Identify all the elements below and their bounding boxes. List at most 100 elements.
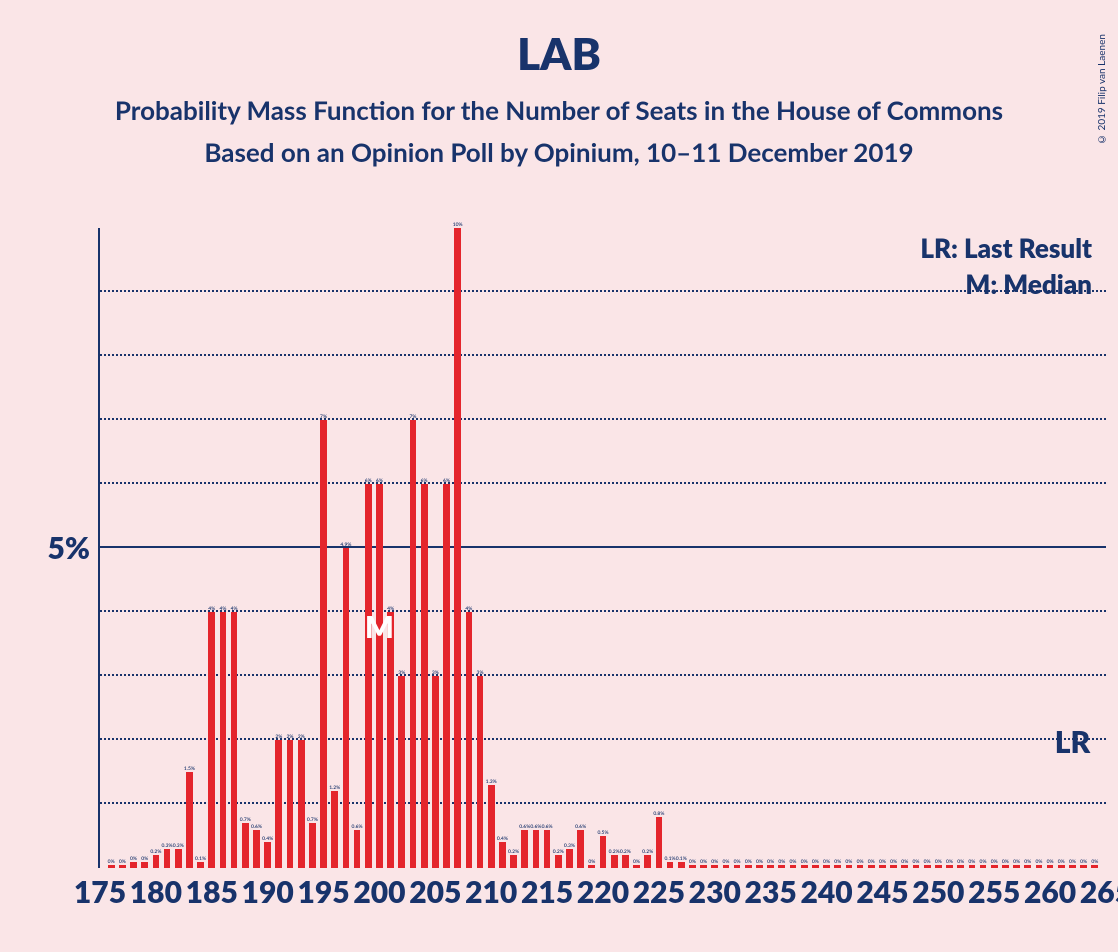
bar: 0% bbox=[734, 865, 741, 868]
bar-value-label: 0% bbox=[130, 856, 137, 862]
bar: 0% bbox=[711, 865, 718, 868]
bar: 0% bbox=[745, 865, 752, 868]
bar-value-label: 0% bbox=[1002, 859, 1009, 865]
bar-value-label: 0% bbox=[890, 859, 897, 865]
bar-value-label: 0.6% bbox=[519, 824, 530, 830]
bar-value-label: 0% bbox=[912, 859, 919, 865]
bar-value-label: 1.5% bbox=[184, 766, 195, 772]
bar-value-label: 0% bbox=[1013, 859, 1020, 865]
bar-value-label: 0% bbox=[946, 859, 953, 865]
bar-value-label: 3% bbox=[432, 670, 439, 676]
bar: 0% bbox=[1013, 865, 1020, 868]
bar-value-label: 0.3% bbox=[173, 843, 184, 849]
bar-value-label: 0% bbox=[689, 859, 696, 865]
bar-value-label: 0% bbox=[1058, 859, 1065, 865]
chart-subtitle-2: Based on an Opinion Poll by Opinium, 10–… bbox=[0, 136, 1118, 168]
bar: 0% bbox=[890, 865, 897, 868]
bar-value-label: 0% bbox=[1024, 859, 1031, 865]
bar: 0.5% bbox=[600, 836, 607, 868]
bar: 0.6% bbox=[354, 830, 361, 868]
bar: 0% bbox=[141, 862, 148, 868]
bar: 0% bbox=[834, 865, 841, 868]
bar: 0% bbox=[108, 865, 115, 868]
bar-value-label: 2% bbox=[298, 734, 305, 740]
bar-value-label: 0.4% bbox=[262, 836, 273, 842]
bar: 0% bbox=[846, 865, 853, 868]
bar-value-label: 0.2% bbox=[508, 849, 519, 855]
bar: 0% bbox=[767, 865, 774, 868]
bar: 0.2% bbox=[153, 855, 160, 868]
bar: 0.6% bbox=[521, 830, 528, 868]
bar: 0.1% bbox=[667, 862, 674, 868]
bar: 0% bbox=[957, 865, 964, 868]
bar-value-label: 0% bbox=[756, 859, 763, 865]
bar: 0.2% bbox=[510, 855, 517, 868]
bar: 4% bbox=[231, 612, 238, 868]
bar: 0% bbox=[901, 865, 908, 868]
bar: 0.6% bbox=[577, 830, 584, 868]
bar: 3% bbox=[398, 676, 405, 868]
bar-value-label: 0.7% bbox=[240, 817, 251, 823]
bar-value-label: 4% bbox=[219, 606, 226, 612]
bar: 0% bbox=[946, 865, 953, 868]
bar: 6% bbox=[365, 484, 372, 868]
bar: 0% bbox=[633, 865, 640, 868]
x-axis-labels: 1751801851901952002052102152202252302352… bbox=[98, 874, 1108, 914]
bar: 3% bbox=[432, 676, 439, 868]
bar-value-label: 0% bbox=[924, 859, 931, 865]
bar: 0% bbox=[924, 865, 931, 868]
bar-value-label: 0% bbox=[108, 859, 115, 865]
x-axis-tick-label: 195 bbox=[297, 874, 349, 910]
bar-value-label: 6% bbox=[421, 478, 428, 484]
bar-value-label: 0.1% bbox=[195, 856, 206, 862]
bars-container: 0%0%0%0%0.2%0.3%0.3%1.5%0.1%4%4%4%0.7%0.… bbox=[100, 228, 1106, 868]
bar: 0% bbox=[1069, 865, 1076, 868]
bar-value-label: 0.4% bbox=[497, 836, 508, 842]
bar-value-label: 2% bbox=[275, 734, 282, 740]
bar: 0.7% bbox=[242, 823, 249, 868]
bar-value-label: 0% bbox=[734, 859, 741, 865]
bar-value-label: 0% bbox=[879, 859, 886, 865]
bar: 0.3% bbox=[175, 849, 182, 868]
x-axis-tick-label: 265 bbox=[1080, 874, 1118, 910]
median-marker: M bbox=[365, 609, 394, 645]
bar: 10% bbox=[454, 228, 461, 868]
bar-value-label: 0.6% bbox=[530, 824, 541, 830]
bar: 0% bbox=[812, 865, 819, 868]
bar-value-label: 0% bbox=[119, 859, 126, 865]
bar: 6% bbox=[421, 484, 428, 868]
bar-value-label: 0% bbox=[901, 859, 908, 865]
bar-value-label: 0% bbox=[1069, 859, 1076, 865]
x-axis-tick-label: 240 bbox=[800, 874, 852, 910]
bar: 0.2% bbox=[644, 855, 651, 868]
bar-value-label: 0% bbox=[778, 859, 785, 865]
bar-value-label: 2% bbox=[287, 734, 294, 740]
bar-value-label: 0% bbox=[711, 859, 718, 865]
bar: 4.9% bbox=[343, 548, 350, 868]
bar: 0% bbox=[1091, 865, 1098, 868]
chart-plot-area: 0%0%0%0%0.2%0.3%0.3%1.5%0.1%4%4%4%0.7%0.… bbox=[98, 228, 1108, 868]
x-axis-tick-label: 210 bbox=[465, 874, 517, 910]
bar-value-label: 7% bbox=[409, 414, 416, 420]
bar: 0% bbox=[790, 865, 797, 868]
bar-value-label: 0% bbox=[633, 859, 640, 865]
bar-value-label: 0% bbox=[141, 856, 148, 862]
bar: 0.1% bbox=[197, 862, 204, 868]
bar: 0.2% bbox=[611, 855, 618, 868]
x-axis-tick-label: 230 bbox=[689, 874, 741, 910]
bar-value-label: 0% bbox=[1035, 859, 1042, 865]
x-axis-tick-label: 250 bbox=[912, 874, 964, 910]
bar: 0% bbox=[857, 865, 864, 868]
bar-value-label: 0.5% bbox=[597, 830, 608, 836]
chart-subtitle-1: Probability Mass Function for the Number… bbox=[0, 94, 1118, 126]
bar: 4% bbox=[208, 612, 215, 868]
bar-value-label: 0% bbox=[767, 859, 774, 865]
bar-value-label: 0% bbox=[957, 859, 964, 865]
bar-value-label: 0.2% bbox=[553, 849, 564, 855]
bar-value-label: 0% bbox=[700, 859, 707, 865]
bar-value-label: 0.2% bbox=[642, 849, 653, 855]
bar-value-label: 0% bbox=[845, 859, 852, 865]
bar-value-label: 0% bbox=[980, 859, 987, 865]
bar: 0.3% bbox=[164, 849, 171, 868]
x-axis-tick-label: 190 bbox=[242, 874, 294, 910]
